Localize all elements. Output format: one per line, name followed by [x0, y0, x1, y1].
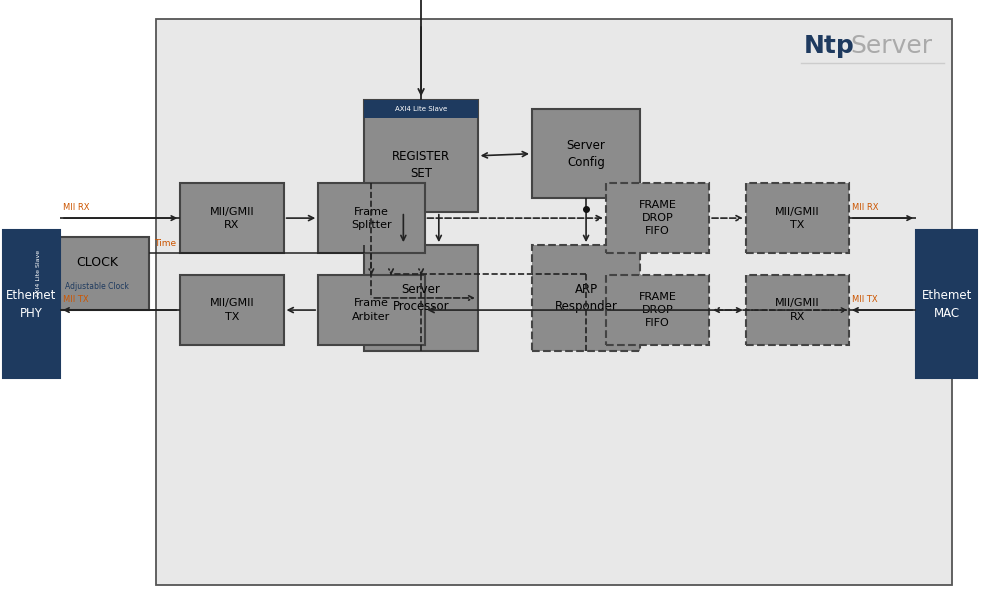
- Bar: [532, 245, 640, 351]
- Bar: [318, 183, 425, 253]
- Text: Adjustable Clock: Adjustable Clock: [65, 283, 129, 291]
- Text: MII/GMII
RX: MII/GMII RX: [775, 298, 820, 322]
- Bar: [364, 100, 478, 212]
- Bar: [916, 230, 977, 378]
- Text: Ntp: Ntp: [804, 34, 855, 59]
- Bar: [606, 183, 709, 253]
- Bar: [180, 275, 284, 345]
- Text: MII/GMII
TX: MII/GMII TX: [210, 298, 254, 322]
- Text: Time: Time: [154, 240, 175, 248]
- Text: AXI4 Lite Slave: AXI4 Lite Slave: [35, 250, 41, 297]
- Text: Server
Processor: Server Processor: [393, 283, 449, 313]
- Text: MII/GMII
RX: MII/GMII RX: [210, 206, 254, 230]
- Text: AXI4 Lite Slave: AXI4 Lite Slave: [395, 106, 447, 112]
- Text: ARP
Responder: ARP Responder: [555, 283, 618, 313]
- Bar: [532, 109, 640, 198]
- Bar: [3, 230, 60, 378]
- Text: Server
Config: Server Config: [566, 139, 606, 169]
- Bar: [746, 183, 849, 253]
- Text: CLOCK: CLOCK: [76, 256, 118, 269]
- Bar: [364, 100, 478, 118]
- Bar: [318, 275, 425, 345]
- Text: FRAME
DROP
FIFO: FRAME DROP FIFO: [638, 200, 677, 237]
- Text: Ethemet
MAC: Ethemet MAC: [921, 289, 972, 319]
- Text: Frame
Arbiter: Frame Arbiter: [353, 298, 390, 322]
- Bar: [364, 245, 478, 351]
- Text: MII RX: MII RX: [852, 203, 879, 212]
- Text: FRAME
DROP
FIFO: FRAME DROP FIFO: [638, 292, 677, 329]
- Bar: [45, 237, 149, 310]
- Text: Server: Server: [850, 34, 932, 59]
- Bar: [180, 183, 284, 253]
- Text: MII/GMII
TX: MII/GMII TX: [775, 206, 820, 230]
- Text: MII TX: MII TX: [852, 295, 878, 304]
- Text: MII RX: MII RX: [63, 203, 90, 212]
- Bar: [32, 237, 45, 310]
- Text: Frame
Splitter: Frame Splitter: [351, 206, 392, 230]
- Text: REGISTER
SET: REGISTER SET: [392, 150, 450, 180]
- Bar: [606, 275, 709, 345]
- Text: MII TX: MII TX: [63, 295, 89, 304]
- Bar: [746, 275, 849, 345]
- Text: Ethemet
PHY: Ethemet PHY: [6, 289, 57, 319]
- Bar: [156, 19, 952, 585]
